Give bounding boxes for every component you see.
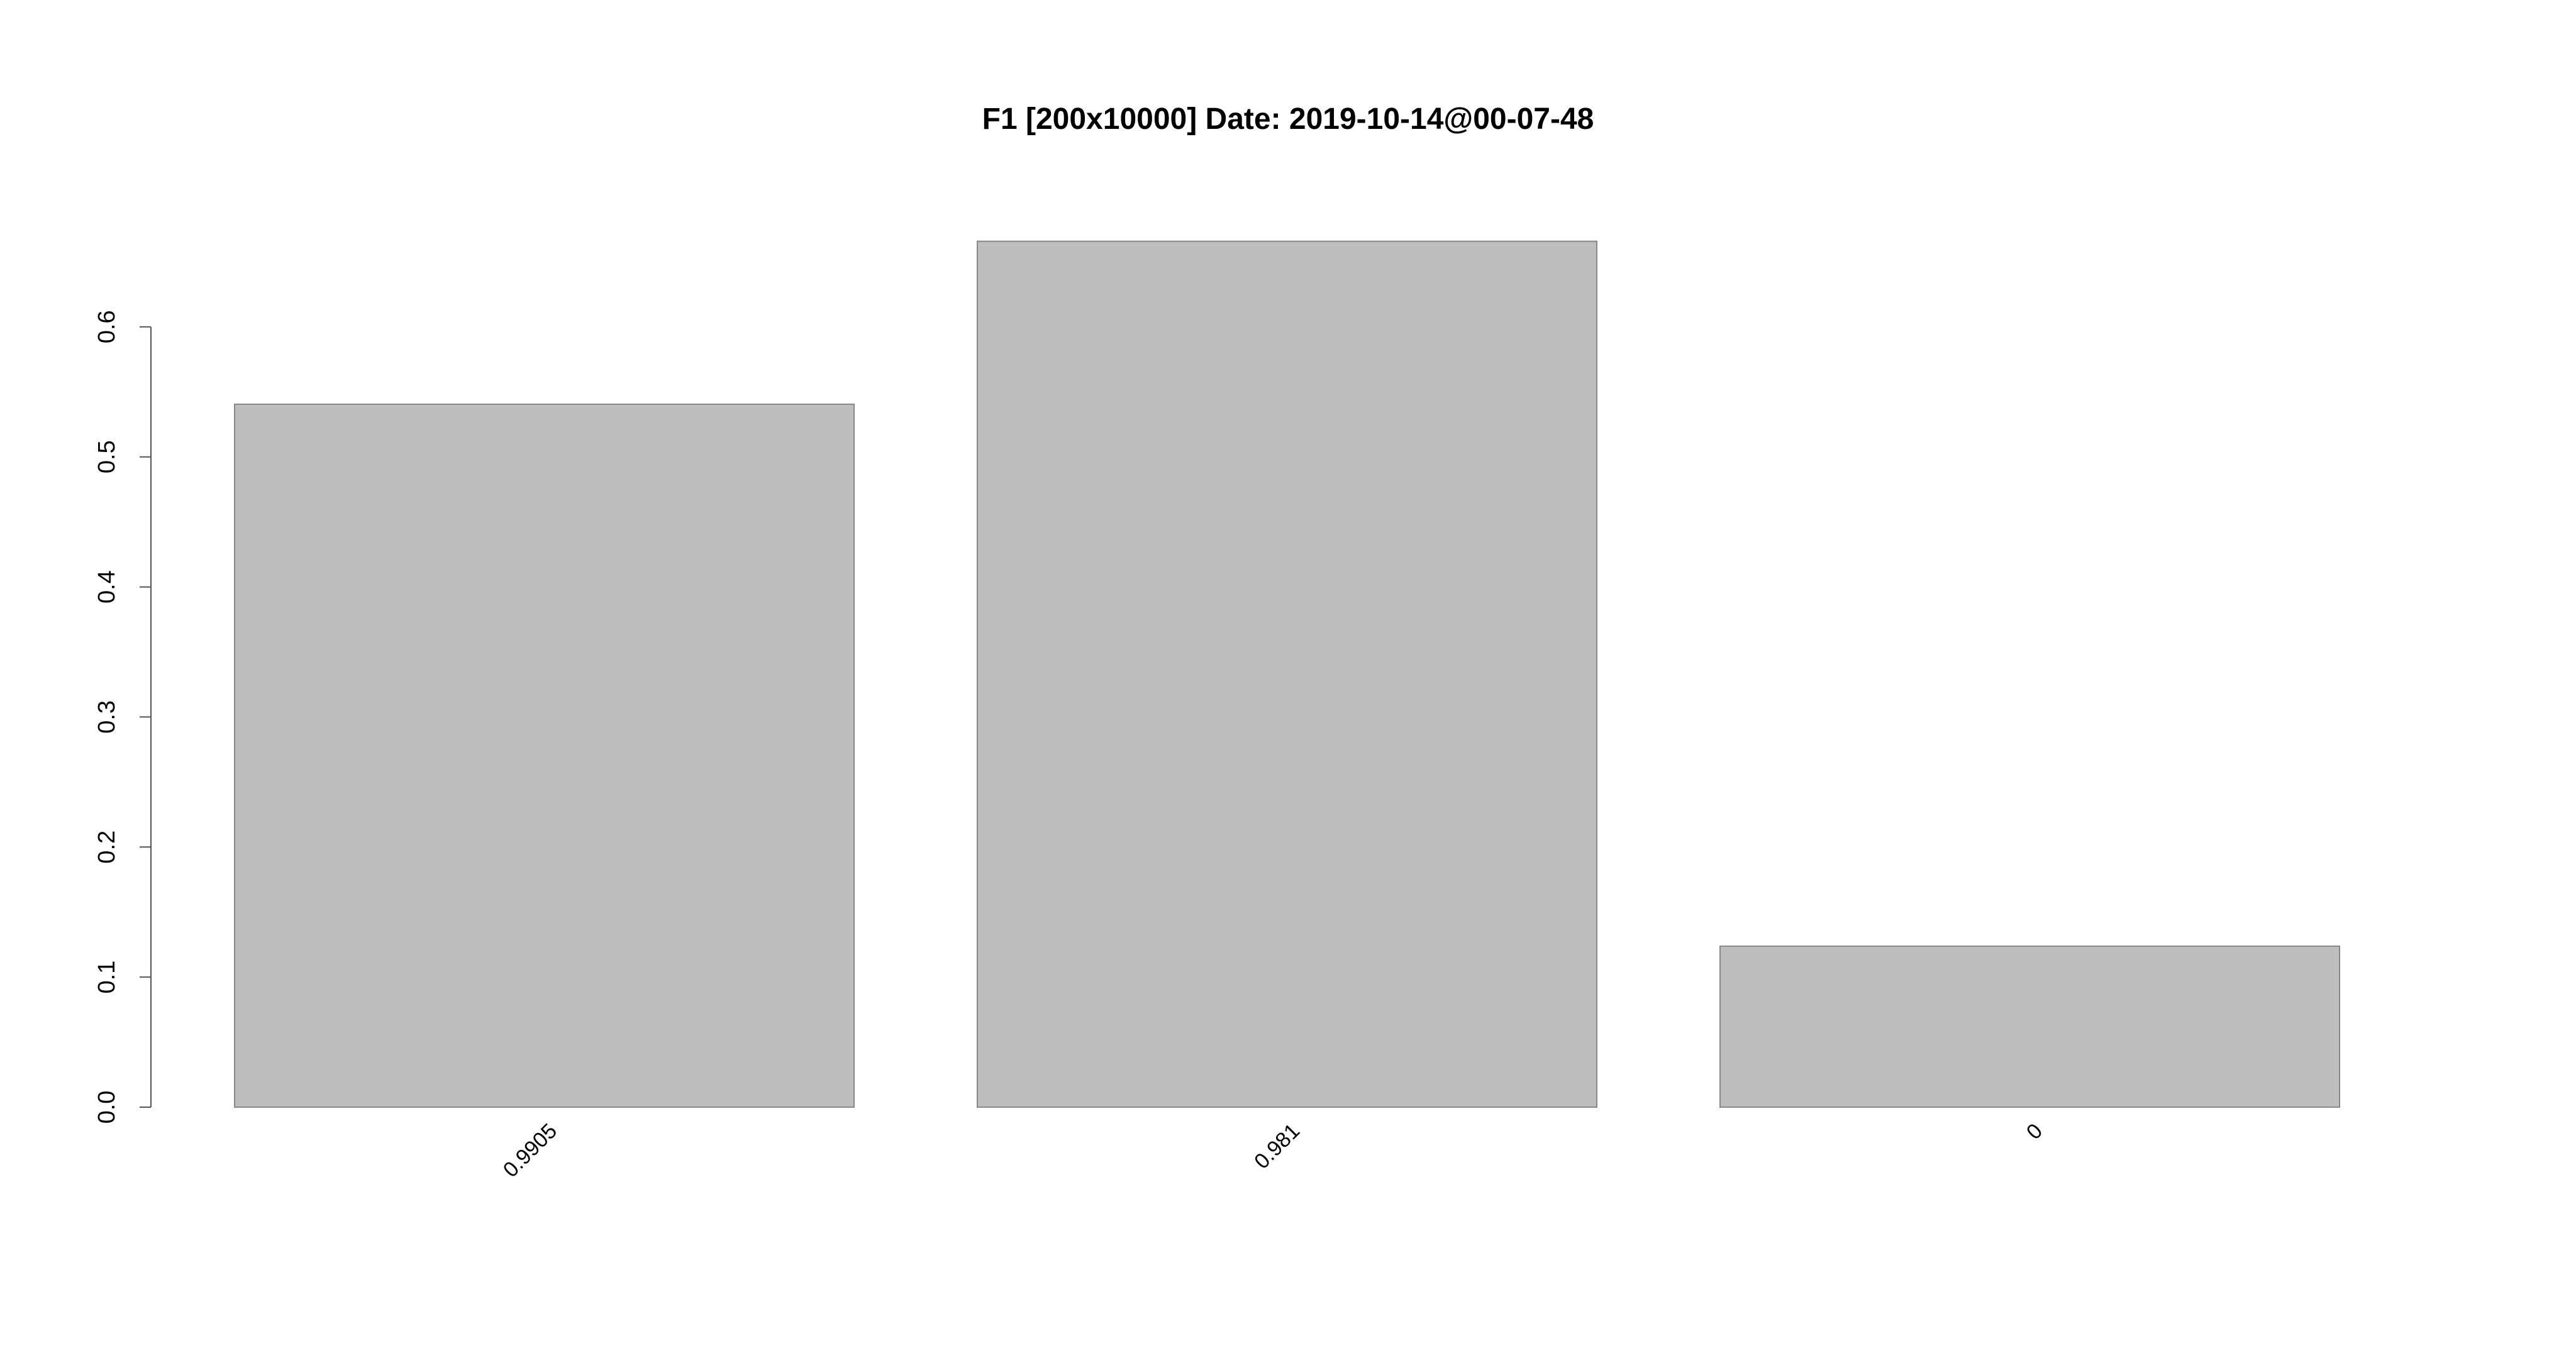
y-tick-label: 0.1 [94,961,120,994]
x-tick-label: 0.9905 [499,1119,562,1182]
bar [234,403,855,1108]
y-tick-label: 0.0 [94,1091,120,1124]
y-tick-label: 0.5 [94,440,120,473]
y-tick-label: 0.6 [94,310,120,343]
bar [977,240,1597,1108]
y-tick-label: 0.2 [94,831,120,864]
x-tick-label: 0 [2022,1119,2047,1144]
bar [1719,945,2340,1108]
chart-title: F1 [200x10000] Date: 2019-10-14@00-07-48 [982,102,1594,136]
y-tick-label: 0.3 [94,700,120,734]
x-tick-label: 0.981 [1250,1119,1304,1174]
y-tick-label: 0.4 [94,570,120,604]
